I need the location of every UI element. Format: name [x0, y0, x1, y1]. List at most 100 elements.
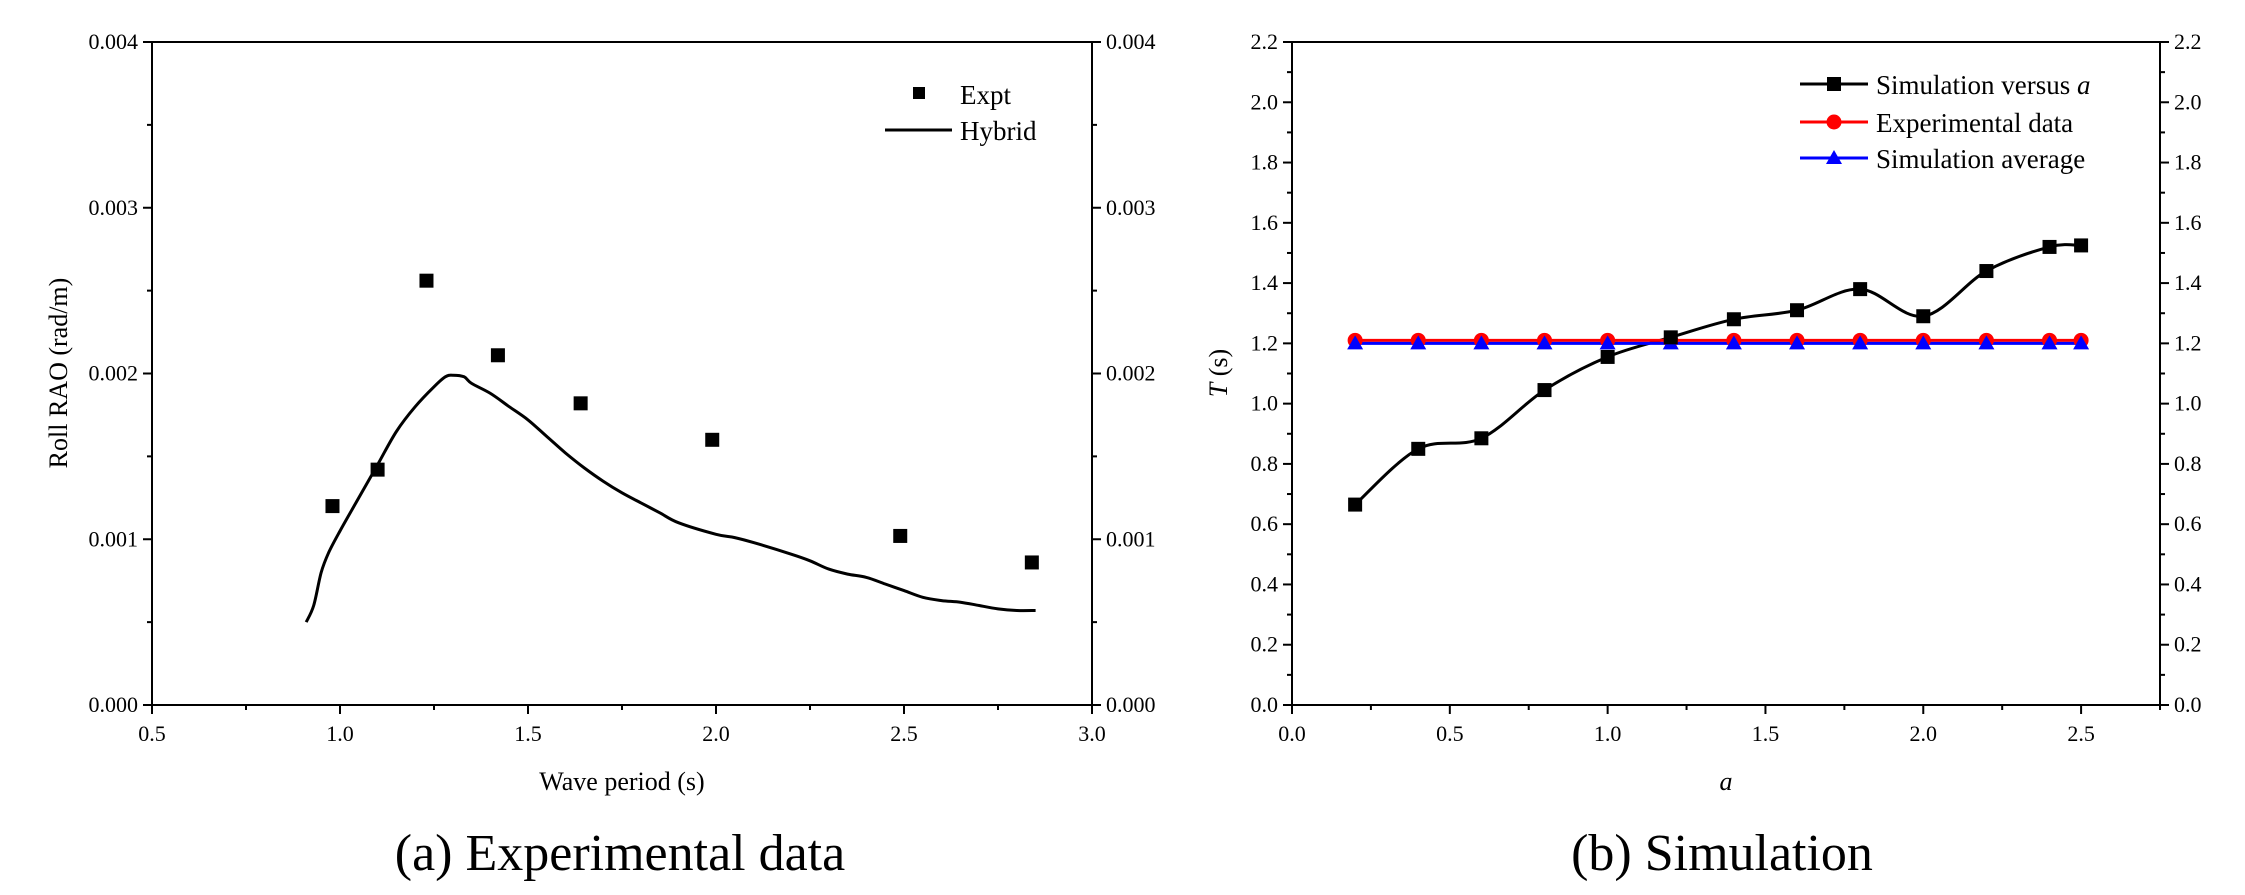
right-right-y-axis-ticks: 0.0 0.2 0.4 0.6 0.8 1.0 1.2 1.4 1.6 1.8 2.0 2.2	[2160, 29, 2202, 717]
sim-vs-a-series-line	[1354, 243, 2082, 506]
right-x-axis-title: a	[1720, 767, 1733, 796]
left-x-axis-title: Wave period (s)	[539, 767, 704, 796]
sim-average-data-point	[2073, 335, 2090, 350]
legend-label-expt: Expt	[960, 80, 1011, 110]
expt-data-point	[370, 462, 385, 477]
right-x-tick-label: 2.5	[2067, 721, 2095, 746]
sim-average-data-point	[1473, 335, 1490, 350]
legend-label-sim-vs-a-text: Simulation versus	[1876, 70, 2077, 100]
sim-vs-a-data-point	[1663, 330, 1678, 345]
expt-data-point	[573, 396, 588, 411]
sim-average-data-point	[1978, 335, 1995, 350]
right-y-tick-label: 2.2	[1251, 29, 1279, 54]
sim-average-data-point	[1725, 335, 1742, 350]
right-y-tick-label: 1.4	[1251, 270, 1279, 295]
left-right-y-axis-ticks: 0.000 0.001 0.002 0.003 0.004	[1092, 29, 1156, 717]
expt-data-point	[490, 348, 505, 363]
sim-average-data-point	[1536, 335, 1553, 350]
right-x-tick-label: 1.5	[1752, 721, 1780, 746]
expt-data-point	[325, 499, 340, 514]
right-y-tick-label: 0.8	[1251, 451, 1279, 476]
sim-vs-a-data-point	[1537, 383, 1552, 398]
hybrid-series-line	[304, 373, 1036, 623]
expt-data-point	[419, 273, 434, 288]
left-y-axis-ticks: 0.000 0.001 0.002 0.003 0.004	[89, 29, 152, 717]
left-y-axis-title: Roll RAO (rad/m)	[44, 278, 73, 469]
caption-left: (a) Experimental data	[395, 825, 845, 882]
expt-data-point	[1024, 555, 1039, 570]
right-y-right-tick-label: 1.2	[2174, 330, 2202, 355]
right-y-axis-title-unit: (s)	[1204, 349, 1233, 383]
legend-label-sim-vs-a-italic: a	[2077, 70, 2091, 100]
left-x-tick-label: 2.5	[890, 721, 918, 746]
right-x-axis-ticks: 0.0 0.5 1.0 1.5 2.0 2.5	[1278, 705, 2161, 746]
sim-vs-a-data-point	[2074, 238, 2089, 253]
right-y-right-tick-label: 0.0	[2174, 692, 2202, 717]
left-y-right-tick-label: 0.004	[1106, 29, 1156, 54]
right-y-axis-title: T (s)	[1204, 349, 1233, 397]
left-y-tick-label: 0.002	[89, 361, 139, 386]
sim-vs-a-data-point	[1474, 431, 1489, 446]
sim-vs-a-data-point	[1916, 309, 1931, 324]
right-x-tick-label: 0.0	[1278, 721, 1306, 746]
legend-label-hybrid: Hybrid	[960, 116, 1037, 146]
sim-average-data-point	[1347, 335, 1364, 350]
right-y-right-tick-label: 0.4	[2174, 571, 2202, 596]
right-y-tick-label: 0.6	[1251, 511, 1279, 536]
right-y-right-tick-label: 1.6	[2174, 210, 2202, 235]
left-x-axis-ticks: 0.5 1.0 1.5 2.0 2.5 3.0	[138, 705, 1106, 746]
left-y-tick-label: 0.001	[89, 526, 139, 551]
left-y-right-tick-label: 0.001	[1106, 526, 1156, 551]
chart-left-roll-rao: 0.5 1.0 1.5 2.0 2.5 3.0 0.0000.0010.0020.0030…	[44, 29, 1156, 796]
left-y-right-tick-label: 0.002	[1106, 361, 1156, 386]
right-x-tick-label: 0.5	[1436, 721, 1464, 746]
left-y-right-tick-label: 0.003	[1106, 195, 1156, 220]
right-y-tick-label: 1.2	[1251, 330, 1279, 355]
left-y-tick-label: 0.004	[89, 29, 139, 54]
sim-average-data-point	[1789, 335, 1806, 350]
legend-marker-sim-average	[1826, 150, 1842, 164]
left-y-right-tick-label: 0.000	[1106, 692, 1156, 717]
left-y-tick-label: 0.000	[89, 692, 139, 717]
expt-data-point	[705, 432, 720, 447]
right-y-right-tick-label: 1.8	[2174, 150, 2202, 175]
sim-average-data-point	[1852, 335, 1869, 350]
sim-vs-a-data-point	[1853, 282, 1868, 297]
sim-vs-a-data-point	[2042, 239, 2057, 254]
left-y-tick-label: 0.003	[89, 195, 139, 220]
sim-average-data-point	[2041, 335, 2058, 350]
right-y-right-tick-label: 2.0	[2174, 89, 2202, 114]
left-x-tick-label: 1.0	[326, 721, 354, 746]
right-y-right-tick-label: 0.2	[2174, 632, 2202, 657]
sim-vs-a-data-point	[1979, 264, 1994, 279]
plot-frame-right	[1291, 41, 2161, 706]
sim-vs-a-data-point	[1600, 349, 1615, 364]
right-y-axis-ticks: 0.0 0.2 0.4 0.6 0.8 1.0 1.2 1.4 1.6 1.8 2.0 2.2	[1251, 29, 1292, 717]
left-x-tick-label: 3.0	[1078, 721, 1106, 746]
expt-data-point	[893, 528, 908, 543]
right-y-tick-label: 1.0	[1251, 391, 1279, 416]
sim-average-data-point	[1599, 335, 1616, 350]
right-y-tick-label: 0.2	[1251, 632, 1279, 657]
right-y-tick-label: 1.8	[1251, 150, 1279, 175]
right-y-tick-label: 0.0	[1251, 692, 1279, 717]
legend-marker-experimental	[1826, 114, 1842, 130]
legend-marker-sim-vs-a	[1827, 77, 1841, 91]
left-x-tick-label: 2.0	[702, 721, 730, 746]
right-y-right-tick-label: 2.2	[2174, 29, 2202, 54]
plot-frame-left	[151, 41, 1093, 706]
sim-vs-a-data-point	[1411, 441, 1426, 456]
right-y-right-tick-label: 1.0	[2174, 391, 2202, 416]
legend-label-sim-vs-a: Simulation versus a	[1876, 70, 2091, 100]
left-x-tick-label: 1.5	[514, 721, 542, 746]
right-y-axis-title-variable: T	[1204, 381, 1233, 397]
left-legend: Expt Hybrid	[885, 80, 1037, 146]
right-y-tick-label: 1.6	[1251, 210, 1279, 235]
right-series-group	[1347, 238, 2090, 512]
legend-label-sim-average: Simulation average	[1876, 144, 2085, 174]
right-legend: Simulation versus a Experimental data Si…	[1800, 70, 2091, 174]
right-y-right-tick-label: 1.4	[2174, 270, 2202, 295]
sim-average-data-point	[1915, 335, 1932, 350]
legend-label-experimental: Experimental data	[1876, 108, 2073, 138]
